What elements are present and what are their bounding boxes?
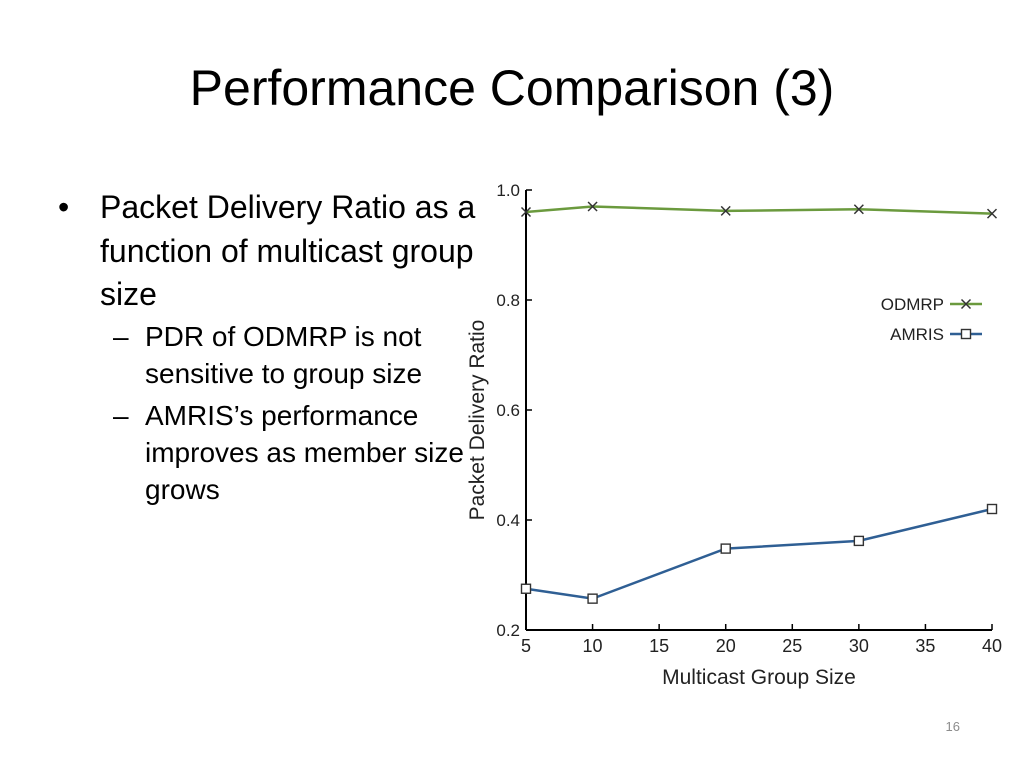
x-tick-label: 25 [782,636,802,656]
sub-bullet-text: PDR of ODMRP is not sensitive to group s… [145,320,423,389]
legend-label-amris: AMRIS [890,325,944,344]
sub-bullet-marker: – [113,320,129,352]
x-tick-label: 20 [716,636,736,656]
data-point-amris [986,503,998,515]
y-tick-label: 0.8 [496,291,520,310]
data-point-amris [520,583,532,594]
y-tick-label: 0.2 [496,621,520,640]
series-line-amris [525,507,993,600]
data-point-odmrp [720,205,731,216]
slide-title: Performance Comparison (3) [189,60,835,116]
data-point-odmrp [986,208,998,219]
pdr-line-chart: 0.2 0.4 0.6 0.8 1.0 5 10 15 20 25 30 35 40 Multicast … [466,181,1002,689]
legend-marker-odmrp [960,298,972,310]
sub-bullet-list: – PDR of ODMRP is not sensitive to group… [100,319,478,510]
sub-bullet-item: – PDR of ODMRP is not sensitive to group… [100,319,478,393]
x-tick-label: 40 [982,636,1002,656]
x-axis-label: Multicast Group Size [662,666,856,689]
bullet-list: • Packet Delivery Ratio as a function of… [58,186,478,515]
y-tick-label: 1.0 [496,181,520,200]
data-point-odmrp [520,206,532,218]
y-tick-label: 0.6 [496,401,520,420]
y-tick-label: 0.4 [496,511,520,530]
x-tick-label: 30 [849,636,869,656]
data-point-odmrp [587,201,598,212]
bullet-marker: • [58,189,70,225]
sub-bullet-item: – AMRIS’s performance improves as member… [100,398,478,509]
legend-marker-amris [960,328,972,340]
x-tick-label: 5 [521,636,531,656]
sub-bullet-marker: – [113,400,129,432]
page-number: 16 [945,719,960,734]
data-point-odmrp [853,204,864,215]
x-tick-label: 35 [915,636,935,656]
legend-label-odmrp: ODMRP [881,295,944,314]
bullet-text: Packet Delivery Ratio as a function of m… [100,189,476,313]
x-tick-label: 10 [583,636,603,656]
data-point-amris [587,593,598,604]
sub-bullet-text: AMRIS’s performance improves as member s… [145,400,464,506]
bullet-item: • Packet Delivery Ratio as a function of… [58,186,478,509]
data-point-amris [720,543,731,554]
y-axis-label: Packet Delivery Ratio [466,320,489,521]
data-point-amris [853,535,865,547]
x-tick-label: 15 [649,636,669,656]
